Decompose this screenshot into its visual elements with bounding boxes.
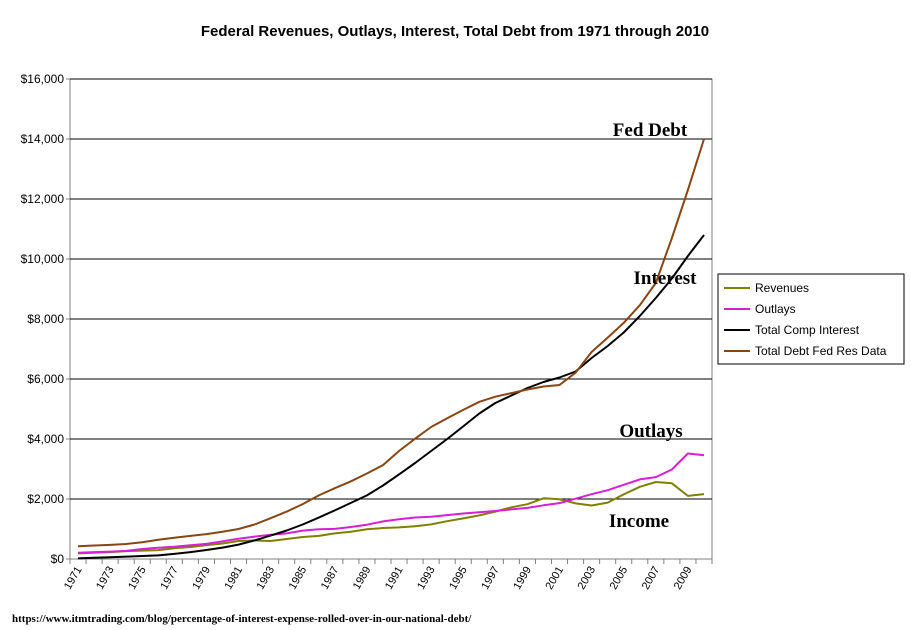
x-tick-label: 1977 <box>158 565 181 592</box>
x-tick-label: 1973 <box>94 565 117 592</box>
x-tick-label: 1987 <box>319 565 342 592</box>
x-tick-label: 1997 <box>479 565 502 592</box>
x-tick-label: 2007 <box>640 565 663 592</box>
x-tick-label: 1991 <box>383 565 406 592</box>
series-line-outlays <box>77 452 705 554</box>
x-tick-label: 2005 <box>608 565 631 592</box>
x-tick-label: 1975 <box>126 565 149 592</box>
x-tick-label: 1979 <box>190 565 213 592</box>
series-line-total-debt-fed-res-data <box>77 138 705 548</box>
y-tick-label: $0 <box>51 552 65 566</box>
x-tick-label: 2009 <box>672 565 695 592</box>
x-tick-label: 2003 <box>576 565 599 592</box>
y-axis-ticks: $0 $2,000 $4,000 $6,000 $8,000 $10,000 $12,000… <box>21 72 70 566</box>
gridlines <box>70 78 712 500</box>
y-tick-label: $14,000 <box>21 132 65 146</box>
annotation-outlays: Outlays <box>619 421 682 442</box>
series-lines <box>77 138 705 560</box>
legend-label: Total Comp Interest <box>755 323 860 337</box>
annotation-fed-debt: Fed Debt <box>613 120 688 141</box>
y-tick-label: $16,000 <box>21 72 65 86</box>
chart-title: Federal Revenues, Outlays, Interest, Tot… <box>201 23 709 40</box>
legend-label: Revenues <box>755 281 809 295</box>
x-tick-label: 1995 <box>447 565 470 592</box>
y-tick-label: $4,000 <box>27 432 64 446</box>
x-tick-label: 1989 <box>351 565 374 592</box>
annotation-interest: Interest <box>634 268 698 289</box>
y-tick-label: $2,000 <box>27 492 64 506</box>
legend-label: Total Debt Fed Res Data <box>755 344 887 358</box>
legend: Revenues Outlays Total Comp Interest Total … <box>717 273 905 365</box>
x-axis-ticks: 1971 1973 1975 1977 1979 1981 1983 1985 1987 1989… <box>62 558 713 592</box>
x-tick-label: 1983 <box>255 565 278 592</box>
x-tick-label: 1971 <box>62 565 85 592</box>
y-tick-label: $10,000 <box>21 252 65 266</box>
source-url: https://www.itmtrading.com/blog/percenta… <box>12 613 472 625</box>
y-tick-label: $6,000 <box>27 372 64 386</box>
x-tick-label: 2001 <box>543 565 566 592</box>
x-tick-label: 1981 <box>222 565 245 592</box>
x-tick-label: 1993 <box>415 565 438 592</box>
x-tick-label: 1999 <box>511 565 534 592</box>
y-tick-label: $8,000 <box>27 312 64 326</box>
y-tick-label: $12,000 <box>21 192 65 206</box>
series-line-total-comp-interest <box>77 234 705 560</box>
legend-label: Outlays <box>755 302 796 316</box>
series-line-revenues <box>77 481 705 555</box>
x-tick-label: 1985 <box>287 565 310 592</box>
annotation-income: Income <box>609 511 669 532</box>
